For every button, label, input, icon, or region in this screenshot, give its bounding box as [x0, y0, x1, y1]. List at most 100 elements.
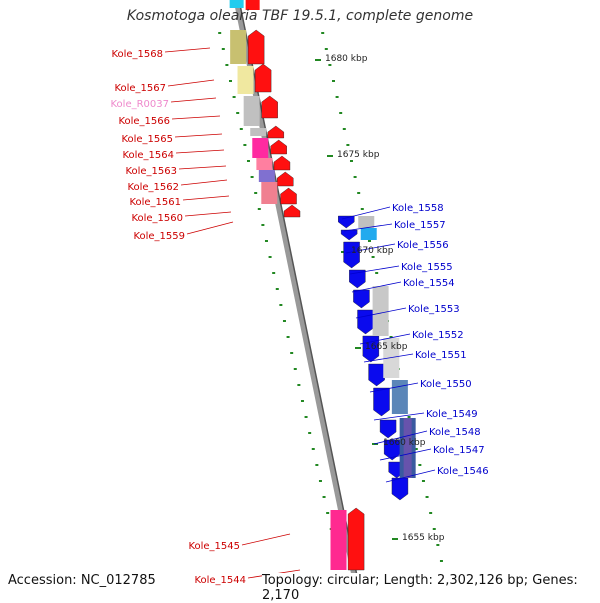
topology-text: Topology: circular; Length: 2,302,126 bp… [262, 573, 600, 603]
feature-box [245, 0, 260, 10]
gene-label-kole-1546[interactable]: Kole_1546 [437, 466, 489, 477]
label-leader-line [182, 195, 230, 201]
ruler-major-tick [315, 59, 321, 61]
ruler-major-tick [355, 347, 361, 349]
gene-label-kole-1556[interactable]: Kole_1556 [397, 240, 449, 251]
gene-label-kole-1553[interactable]: Kole_1553 [408, 304, 460, 315]
ruler-dot [407, 416, 411, 418]
label-leader-line [174, 133, 223, 138]
label-leaders [164, 47, 436, 579]
ruler-dot [308, 432, 312, 434]
ruler-dot [353, 176, 357, 178]
feature-box [258, 170, 275, 182]
gene-label-kole-1559[interactable]: Kole_1559 [133, 231, 185, 242]
reverse-gene-arrow [349, 269, 366, 289]
ruler-dot [297, 384, 301, 386]
ruler-dot [421, 480, 425, 482]
gene-label-kole-1568[interactable]: Kole_1568 [111, 49, 163, 60]
ruler-dot [300, 400, 304, 402]
gene-label-kole-1547[interactable]: Kole_1547 [433, 445, 485, 456]
ruler-dot [418, 464, 422, 466]
ruler-dot [346, 144, 350, 146]
forward-gene-arrow [261, 95, 278, 119]
gene-label-kole-1561[interactable]: Kole_1561 [129, 197, 181, 208]
gene-label-kole-r0037[interactable]: Kole_R0037 [110, 99, 169, 110]
gene-label-kole-1550[interactable]: Kole_1550 [420, 379, 472, 390]
ruler-dot [432, 528, 436, 530]
gene-label-kole-1565[interactable]: Kole_1565 [121, 134, 173, 145]
ruler-dot [349, 160, 353, 162]
gene-label-kole-1564[interactable]: Kole_1564 [122, 150, 174, 161]
forward-gene-arrow [280, 187, 297, 205]
ruler-dot [367, 240, 371, 242]
ruler-dot [282, 320, 286, 322]
ruler-dot [221, 48, 225, 50]
gene-label-kole-1557[interactable]: Kole_1557 [394, 220, 446, 231]
label-leader-line [241, 533, 291, 546]
gene-label-kole-1544[interactable]: Kole_1544 [194, 575, 246, 586]
ruler-dot [279, 304, 283, 306]
ruler-dot [311, 448, 315, 450]
gene-label-kole-1558[interactable]: Kole_1558 [392, 203, 444, 214]
ruler-dot [324, 48, 328, 50]
ruler-dot [389, 336, 393, 338]
gene-label-kole-1549[interactable]: Kole_1549 [426, 409, 478, 420]
ruler-dot [321, 32, 325, 34]
label-leader-line [170, 97, 217, 103]
gene-label-kole-1560[interactable]: Kole_1560 [131, 213, 183, 224]
label-leader-line [343, 223, 393, 232]
ruler-dot [331, 80, 335, 82]
ruler-dot [218, 32, 222, 34]
label-leader-line [385, 469, 436, 483]
feature-box [330, 510, 347, 570]
ruler-dot [264, 240, 268, 242]
genome-title: Kosmotoga olearia TBF 19.5.1, complete g… [126, 8, 474, 24]
gene-label-kole-1567[interactable]: Kole_1567 [114, 83, 166, 94]
ruler-dot [290, 352, 294, 354]
ruler-dot [225, 64, 229, 66]
feature-box [250, 128, 267, 136]
ruler-dot [254, 192, 258, 194]
ruler-dot [268, 256, 272, 258]
reverse-gene-arrow [357, 309, 374, 335]
accession-text: Accession: NC_012785 [8, 573, 156, 588]
ruler-dot [246, 160, 250, 162]
reverse-gene-arrow [340, 229, 358, 241]
ruler-dot [425, 496, 429, 498]
ruler-dot [439, 560, 443, 562]
ruler-dot [239, 128, 243, 130]
feature-box [360, 228, 377, 240]
gene-label-kole-1563[interactable]: Kole_1563 [125, 166, 177, 177]
ruler-dot [342, 128, 346, 130]
ruler-dot [257, 208, 261, 210]
label-leader-line [351, 281, 402, 293]
ruler-dot [360, 208, 364, 210]
ruler-dot [436, 544, 440, 546]
gene-label-kole-1548[interactable]: Kole_1548 [429, 427, 481, 438]
feature-box [261, 182, 278, 204]
label-leader-line [341, 206, 391, 220]
feature-box [229, 0, 244, 8]
gene-label-kole-1552[interactable]: Kole_1552 [412, 330, 464, 341]
ruler-dot [228, 80, 232, 82]
ruler-major-tick [392, 538, 398, 540]
gene-label-kole-1545[interactable]: Kole_1545 [188, 541, 240, 552]
label-leader-line [359, 333, 411, 345]
gene-label-kole-1566[interactable]: Kole_1566 [118, 116, 170, 127]
label-leader-line [164, 47, 211, 53]
ruler-dot [339, 112, 343, 114]
gene-label-kole-1562[interactable]: Kole_1562 [127, 182, 179, 193]
gene-label-kole-1551[interactable]: Kole_1551 [415, 350, 467, 361]
gene-features [229, 0, 416, 600]
label-leader-line [175, 149, 225, 154]
label-leader-line [349, 265, 400, 275]
label-leader-line [373, 430, 428, 445]
ruler-dot [357, 192, 361, 194]
gene-label-kole-1554[interactable]: Kole_1554 [403, 278, 455, 289]
gene-label-kole-1555[interactable]: Kole_1555 [401, 262, 453, 273]
reverse-gene-arrow [353, 289, 370, 309]
ruler-label-1670: 1670 kbp [351, 246, 394, 256]
feature-box [403, 418, 412, 478]
feature-box [383, 338, 400, 378]
